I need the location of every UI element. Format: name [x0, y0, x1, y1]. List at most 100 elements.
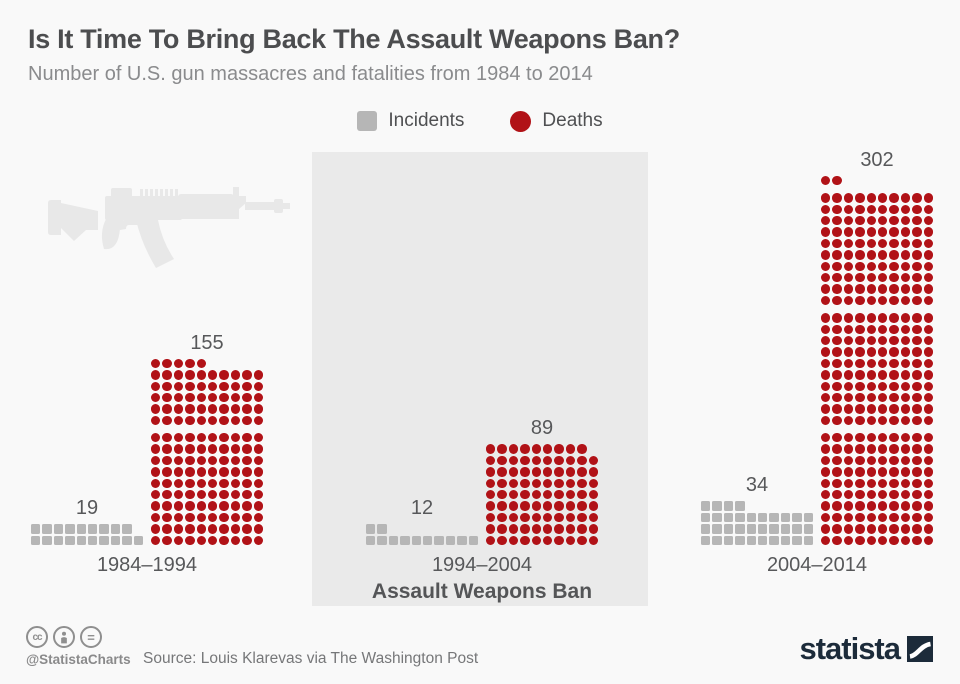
death-dot	[843, 433, 854, 443]
death-dot	[923, 512, 933, 523]
death-dot	[843, 216, 854, 226]
death-dot	[162, 455, 172, 466]
incident-square	[792, 524, 802, 534]
incident-square	[746, 535, 756, 545]
death-dot	[923, 335, 933, 346]
death-dot	[508, 512, 519, 523]
death-dot	[866, 524, 876, 534]
death-dot	[577, 501, 587, 511]
death-dot	[821, 535, 831, 545]
incident-square	[53, 524, 64, 534]
death-dot	[185, 501, 195, 511]
incident-square	[780, 512, 791, 523]
death-dot	[207, 370, 218, 380]
death-dot	[843, 404, 854, 414]
death-dot	[832, 313, 842, 323]
death-dot	[877, 524, 888, 534]
death-dot	[577, 478, 587, 489]
death-dot	[843, 455, 854, 466]
deaths-column: 155	[150, 332, 264, 546]
death-dot	[855, 238, 865, 249]
death-dot	[542, 535, 553, 545]
death-dot	[855, 284, 865, 294]
death-dot	[889, 261, 899, 272]
death-dot	[900, 444, 911, 454]
death-dot	[843, 324, 854, 334]
death-dot	[900, 415, 911, 426]
incident-square	[65, 524, 75, 534]
death-dot	[554, 535, 564, 545]
cluster-2004-2014: 34 302 2004–2014	[700, 148, 934, 576]
death-dot	[877, 415, 888, 426]
death-dot	[832, 216, 842, 226]
death-dot	[185, 404, 195, 414]
death-dot	[554, 512, 564, 523]
deaths-count-label: 302	[860, 148, 894, 171]
death-dot	[151, 381, 161, 391]
death-dot	[219, 490, 229, 500]
incident-square	[769, 512, 779, 523]
death-dot	[900, 535, 911, 545]
death-dot	[821, 455, 831, 466]
death-dot	[900, 216, 911, 226]
death-dot	[821, 313, 831, 323]
death-dot	[196, 358, 206, 369]
death-dot	[520, 467, 530, 477]
death-dot	[866, 227, 876, 237]
death-dot	[889, 313, 899, 323]
death-dot	[855, 415, 865, 426]
incident-square	[122, 535, 132, 545]
incident-square	[701, 512, 711, 523]
death-dot	[877, 501, 888, 511]
death-dot	[889, 490, 899, 500]
death-dot	[253, 535, 263, 545]
death-dot	[207, 524, 218, 534]
death-dot	[821, 175, 831, 186]
incident-square	[735, 501, 745, 511]
deaths-count-label: 89	[530, 417, 554, 440]
incident-square	[99, 524, 109, 534]
death-dot	[900, 370, 911, 380]
death-dot	[230, 404, 241, 414]
death-dot	[900, 358, 911, 369]
death-dot	[912, 347, 922, 357]
death-dot	[855, 535, 865, 545]
death-dot	[843, 490, 854, 500]
death-dot	[889, 381, 899, 391]
death-dot	[588, 501, 598, 511]
death-dot	[486, 478, 496, 489]
death-dot	[821, 273, 831, 283]
death-dot	[866, 392, 876, 403]
incident-square	[87, 535, 98, 545]
death-dot	[900, 524, 911, 534]
death-dot	[162, 535, 172, 545]
incident-square	[803, 512, 813, 523]
death-dot	[230, 535, 241, 545]
death-dot	[207, 455, 218, 466]
death-dot	[565, 490, 576, 500]
death-dot	[588, 535, 598, 545]
death-dot	[843, 358, 854, 369]
death-dot	[821, 261, 831, 272]
death-dot	[832, 347, 842, 357]
death-dot	[219, 535, 229, 545]
death-dot	[923, 238, 933, 249]
death-dot	[877, 193, 888, 203]
death-dot	[866, 370, 876, 380]
death-dot	[821, 204, 831, 215]
death-dot	[242, 490, 252, 500]
death-dot	[577, 524, 587, 534]
death-dot	[230, 381, 241, 391]
incidents-swatch-icon	[357, 111, 378, 131]
death-dot	[877, 261, 888, 272]
incident-square	[735, 535, 745, 545]
death-dot	[230, 392, 241, 403]
death-dot	[889, 501, 899, 511]
death-dot	[531, 444, 541, 454]
death-dot	[832, 273, 842, 283]
incident-square	[712, 512, 722, 523]
death-dot	[900, 324, 911, 334]
death-dot	[497, 535, 507, 545]
death-dot	[866, 358, 876, 369]
death-dot	[821, 284, 831, 294]
